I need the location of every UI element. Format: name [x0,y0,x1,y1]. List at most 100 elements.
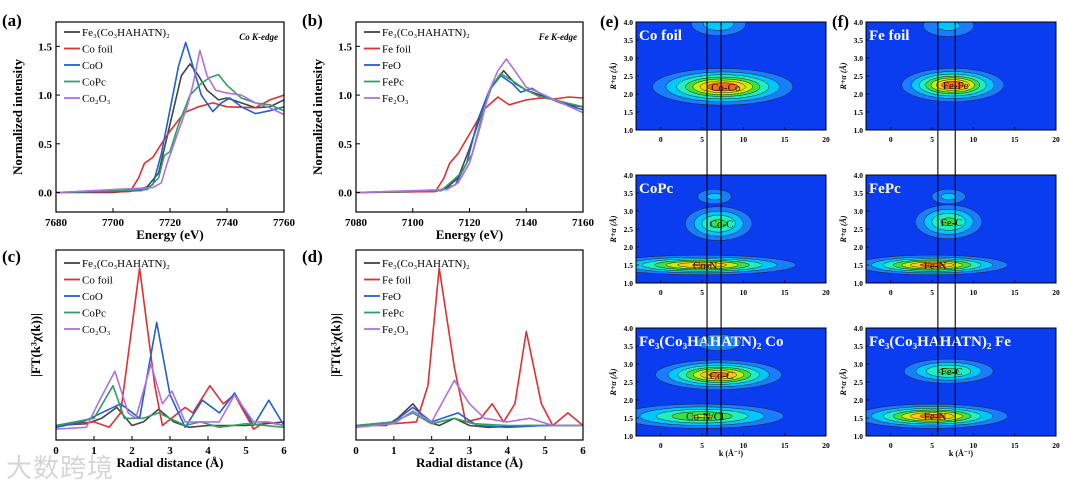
legend-label: Fe₂O₃ [382,93,409,105]
legend-label: Co₂O₃ [82,324,111,336]
x-tick-label: 1 [91,445,97,457]
x-tick-label: 6 [281,445,287,457]
series-line [356,379,583,429]
y-tick-label: 1.5 [338,41,352,53]
y-tick-label: 3.5 [854,189,864,198]
panel-e: (e) 1.0 1.5 2.0 2.5 3.0 3.5 4.0 0 5 10 15 20 R+α (Å) C… [600,12,830,458]
x-tick-label: 10 [740,135,748,144]
x-tick-label: 7160 [572,217,595,229]
y-tick-label: 2.0 [854,243,864,252]
peak-label: Fe-N [924,411,947,423]
x-tick-label: 5 [930,135,934,144]
x-tick-label: 0 [659,441,663,450]
x-tick-label: 5 [700,288,704,297]
x-tick-label: 0 [353,445,359,457]
x-tick-label: 15 [1011,441,1019,450]
map-body [866,22,1056,130]
y-tick-label: 2.0 [854,396,864,405]
y-tick-label: 2.5 [854,72,864,81]
peak-label: Co-N/Cl [686,411,724,423]
x-tick-label: 15 [781,288,789,297]
legend-label: Fe₃(Co₃HAHATN)₂ [82,258,170,270]
x-tick-label: 6 [580,445,586,457]
y-tick-label: 4.0 [854,171,864,180]
x-tick-label: 20 [1052,441,1060,450]
wavelet-map: 1.0 1.5 2.0 2.5 3.0 3.5 4.0 0 5 10 15 20 R+α (Å) FePc… [839,171,1060,297]
x-tick-label: 15 [1011,135,1019,144]
legend-label: Co foil [82,275,113,287]
y-tick-label: 1.0 [338,90,352,102]
y-tick-label: 0.0 [338,188,352,200]
series-line [56,73,284,194]
y-tick-label: 4.0 [624,18,634,27]
panel-label: (a) [2,11,22,30]
contour-level [940,193,957,201]
y-tick-label: 0.5 [338,139,352,151]
y-tick-label: 1.5 [854,261,864,270]
series-line [356,58,583,194]
panel-label: (e) [600,12,619,31]
map-body [866,328,1056,436]
edge-annotation: Co K-edge [239,32,278,42]
y-tick-label: 2.0 [854,90,864,99]
x-axis-label: k (Å⁻¹) [949,449,974,458]
y-tick-label: 4.0 [854,18,864,27]
y-tick-label: 1.0 [854,432,864,441]
series-group [356,267,583,429]
y-tick-label: 3.0 [854,360,864,369]
y-tick-label: 3.0 [624,54,634,63]
series-group [56,41,284,194]
legend-label: Fe foil [382,44,411,56]
y-tick-label: 2.0 [624,243,634,252]
x-axis-label: Radial distance (Å) [416,455,523,470]
map-title: CoPc [639,181,673,197]
y-axis-label: |FT(k³χ(k))| [28,313,43,377]
x-axis-label: Energy (eV) [436,227,504,242]
x-tick-label: 3 [467,445,473,457]
x-tick-label: 7100 [402,217,425,229]
y-tick-label: 3.0 [854,207,864,216]
wavelet-map: 1.0 1.5 2.0 2.5 3.0 3.5 4.0 0 5 10 15 20 R+α (Å) CoPc… [609,171,830,297]
legend-label: FePc [382,77,404,89]
panel-label: (c) [2,247,21,266]
y-tick-label: 0.5 [38,139,52,151]
y-axis-label: R+α (Å) [839,62,848,90]
legend-label: Fe foil [382,275,411,287]
legend-label: CoPc [82,77,106,89]
panel-b: (b) 7080 7100 7120 7140 7160 0.0 0.5 1.0 1.5 Energ… [302,11,595,242]
y-tick-label: 2.0 [624,90,634,99]
panel-label: (f) [832,12,849,31]
y-tick-label: 1.5 [38,41,52,53]
x-tick-label: 5 [700,441,704,450]
legend-label: Co foil [82,44,113,56]
x-tick-label: 7680 [45,217,68,229]
x-axis-label: k (Å⁻¹) [719,449,744,458]
peak-label: Co-Co [711,82,741,94]
x-tick-label: 10 [970,288,978,297]
x-tick-label: 0 [659,288,663,297]
legend-label: CoO [82,60,103,72]
map-title: FePc [869,181,901,197]
wavelet-map: 1.0 1.5 2.0 2.5 3.0 3.5 4.0 0 5 10 15 20 R+α (Å) Fe₃(… [609,324,830,458]
x-tick-label: 15 [1011,288,1019,297]
y-tick-label: 3.0 [624,207,634,216]
x-tick-label: 15 [781,135,789,144]
map-title: Fe₃(Co₃HAHATN)₂ Co [639,334,783,350]
x-tick-label: 5 [542,445,548,457]
x-tick-label: 4 [505,445,511,457]
contour-level [710,219,727,228]
y-axis-label: Normalized intensity [310,59,325,175]
y-tick-label: 0.0 [38,188,52,200]
map-body [636,328,826,436]
legend-label: CoPc [82,308,106,320]
legend-label: FeO [382,291,401,303]
y-tick-label: 1.5 [624,414,634,423]
edge-annotation: Fe K-edge [538,32,577,42]
y-tick-label: 1.0 [854,126,864,135]
x-tick-label: 5 [930,441,934,450]
x-tick-label: 0 [889,441,893,450]
contour-level [940,217,957,226]
y-tick-label: 3.5 [624,342,634,351]
x-tick-label: 5 [700,135,704,144]
x-tick-label: 0 [889,135,893,144]
